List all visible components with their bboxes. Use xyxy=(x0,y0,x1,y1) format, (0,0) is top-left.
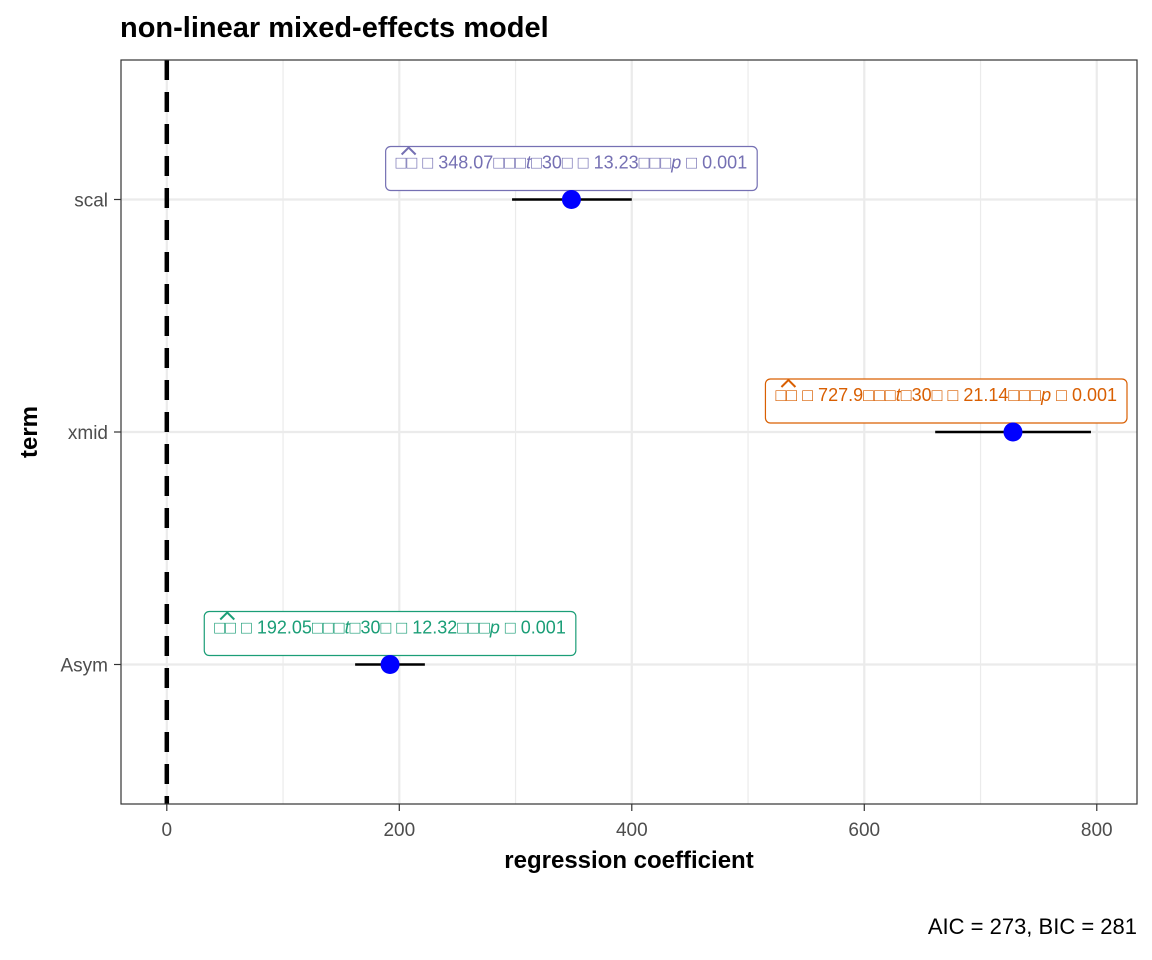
label-asym: □□ □ 192.05□□□t□30□ □ 12.32□□□p □ 0.001 xyxy=(203,610,577,665)
x-tick-label: 400 xyxy=(616,820,648,841)
label-part: □ 192.05□□□ xyxy=(236,618,345,638)
x-tick-label: 200 xyxy=(383,820,415,841)
label-part: □□ xyxy=(775,385,797,405)
label-part: □ 727.9□□□ xyxy=(797,385,896,405)
label-part: □ 21.14□□□ xyxy=(943,385,1042,405)
label-part: □30□ xyxy=(901,385,943,405)
label-part: □□ xyxy=(214,618,236,638)
estimate-point-scal xyxy=(561,190,581,209)
label-part: □30□ xyxy=(531,153,573,173)
annotation-layer: □□ □ 192.05□□□t□30□ □ 12.32□□□p □ 0.001□… xyxy=(203,145,1128,665)
y-axis-title: term xyxy=(16,406,43,458)
label-part: □ 0.001 xyxy=(681,153,747,173)
y-tick-label: Asym xyxy=(61,656,109,677)
label-part: t xyxy=(896,385,902,405)
axes: 0 200 400 600 800 Asym xmid scal xyxy=(61,191,1113,842)
label-text-asym: □□ □ 192.05□□□t□30□ □ 12.32□□□p □ 0.001 xyxy=(214,618,566,638)
label-part: □ 0.001 xyxy=(1051,385,1117,405)
label-box-xmid xyxy=(764,378,1128,424)
x-tick-label: 600 xyxy=(848,820,880,841)
x-axis-title: regression coefficient xyxy=(504,847,753,874)
label-part: □ 0.001 xyxy=(500,618,566,638)
estimate-point-xmid xyxy=(1003,422,1023,442)
label-xmid: □□ □ 727.9□□□t□30□ □ 21.14□□□p □ 0.001 xyxy=(764,378,1128,432)
label-text-scal: □□ □ 348.07□□□t□30□ □ 13.23□□□p □ 0.001 xyxy=(396,153,748,173)
label-part: p xyxy=(1040,385,1051,405)
label-part: t xyxy=(526,153,532,173)
label-part: □□ xyxy=(396,153,418,173)
hat-accent xyxy=(400,146,417,156)
estimate-point-asym xyxy=(380,655,400,674)
y-tick-label: xmid xyxy=(68,423,108,444)
label-part: □ 13.23□□□ xyxy=(573,153,672,173)
x-tick-label: 0 xyxy=(162,820,173,841)
label-part: □ 12.32□□□ xyxy=(391,618,490,638)
x-tick-label: 800 xyxy=(1081,820,1113,841)
label-scal: □□ □ 348.07□□□t□30□ □ 13.23□□□p □ 0.001 xyxy=(385,145,758,200)
label-part: t xyxy=(345,618,351,638)
caption: AIC = 273, BIC = 281 xyxy=(928,914,1137,939)
label-text-xmid: □□ □ 727.9□□□t□30□ □ 21.14□□□p □ 0.001 xyxy=(775,385,1117,405)
y-tick-label: scal xyxy=(74,191,108,212)
hat-accent xyxy=(780,378,797,388)
label-part: □30□ xyxy=(350,618,392,638)
label-part: □ 348.07□□□ xyxy=(417,153,526,173)
chart-title: non-linear mixed-effects model xyxy=(120,12,549,44)
label-part: p xyxy=(489,618,500,638)
hat-accent xyxy=(219,611,235,621)
label-part: p xyxy=(670,153,681,173)
